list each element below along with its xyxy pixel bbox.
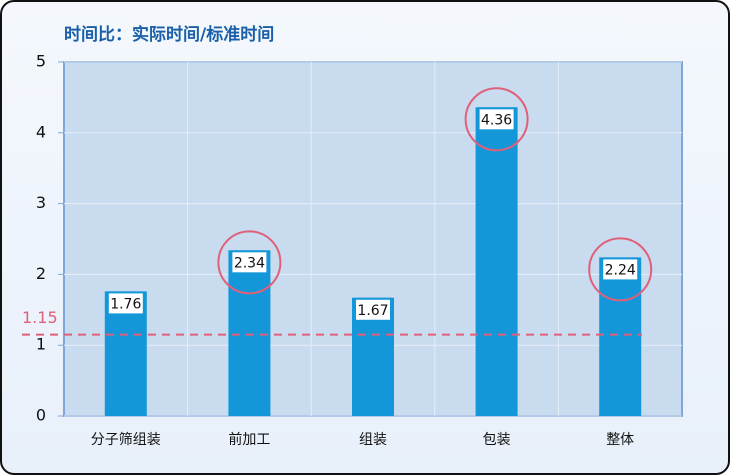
value-label: 4.36 — [481, 112, 512, 128]
value-label: 1.67 — [357, 303, 388, 319]
y-tick-label: 3 — [36, 193, 46, 212]
y-tick-label: 1 — [36, 335, 46, 354]
value-label-box — [106, 291, 145, 316]
highlight-circle — [588, 237, 653, 302]
value-label: 2.34 — [234, 255, 265, 271]
x-tick-label: 包装 — [483, 432, 511, 448]
y-tick-label: 2 — [36, 264, 46, 283]
x-tick-label: 整体 — [606, 432, 634, 448]
value-label-box — [477, 107, 516, 132]
value-label: 2.24 — [605, 262, 636, 278]
x-tick-label: 前加工 — [228, 431, 270, 448]
y-tick-label: 0 — [36, 406, 46, 425]
y-tick-label: 4 — [36, 122, 46, 141]
bar — [475, 107, 518, 416]
highlight-circle — [464, 87, 529, 152]
value-label-box — [354, 297, 392, 322]
highlight-circle — [217, 230, 282, 295]
value-label-box — [601, 257, 640, 282]
x-tick-label: 组装 — [359, 432, 387, 448]
chart-title: 时间比：实际时间/标准时间 — [64, 24, 274, 45]
y-tick-label: 5 — [36, 52, 46, 71]
bar — [228, 250, 271, 416]
reference-label: 1.15 — [22, 308, 58, 327]
value-label: 1.76 — [110, 296, 141, 312]
value-label-box — [230, 250, 269, 275]
bar — [599, 257, 642, 416]
x-tick-label: 分子筛组装 — [91, 432, 161, 448]
